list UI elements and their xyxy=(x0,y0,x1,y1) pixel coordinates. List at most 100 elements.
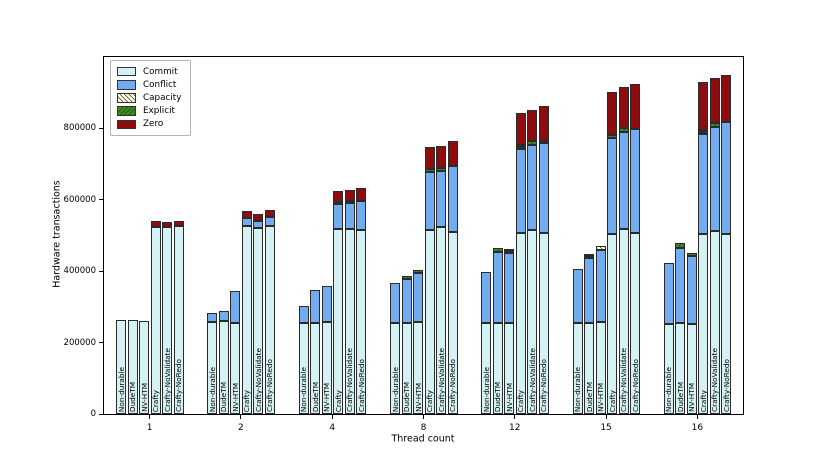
bar: DudeTM xyxy=(584,57,595,414)
bar-segment-zero xyxy=(150,221,161,227)
x-tick-label: 1 xyxy=(146,423,153,433)
bar-label: Crafty xyxy=(242,389,252,412)
bar-segment-conflict xyxy=(253,220,264,228)
bar-segment-explicit xyxy=(698,130,709,133)
bar-group: Non-durable DudeTM NV-HTM Crafty Crafty-NoVa… xyxy=(572,57,641,414)
legend-label: Explicit xyxy=(143,106,175,117)
bar-label: Crafty-NoValidate xyxy=(527,347,537,412)
bar-label: Crafty xyxy=(516,389,526,412)
bar-segment-commit xyxy=(607,234,618,414)
bar-segment-explicit xyxy=(344,200,355,203)
bar: Crafty xyxy=(333,57,344,414)
bar-segment-conflict xyxy=(436,171,446,228)
bar-label: NV-HTM xyxy=(413,383,423,412)
bar-label: Non-durable xyxy=(573,366,583,412)
bar-segment-zero xyxy=(424,147,435,169)
bar-label: Non-durable xyxy=(390,366,400,412)
bar-segment-commit xyxy=(413,321,423,414)
bar-label: Crafty xyxy=(698,389,708,412)
bar-segment-commit xyxy=(333,229,344,414)
bar-segment-commit xyxy=(515,233,526,414)
bar: Non-durable xyxy=(572,57,583,414)
bar-label: Crafty-NoValidate xyxy=(436,347,446,412)
bar-segment-explicit xyxy=(584,253,595,256)
bar: Crafty-NoRedo xyxy=(538,57,549,414)
bar-segment-conflict xyxy=(207,313,218,322)
bar-segment-explicit xyxy=(607,134,618,139)
y-tick-label: 600000 xyxy=(63,194,96,205)
x-tick xyxy=(423,415,424,419)
bar-label: NV-HTM xyxy=(139,383,149,412)
bar: Non-durable xyxy=(298,57,309,414)
bar-segment-commit xyxy=(116,320,127,414)
bar-segment-capacity xyxy=(515,146,526,149)
bar: NV-HTM xyxy=(595,57,606,414)
bar-segment-explicit xyxy=(436,168,446,172)
bar-segment-zero xyxy=(721,74,732,122)
bar-segment-conflict xyxy=(447,166,458,232)
bar-segment-conflict xyxy=(310,290,321,324)
bar-segment-commit xyxy=(584,322,595,414)
bar: Crafty-NoValidate xyxy=(527,57,538,414)
x-tick xyxy=(605,415,607,419)
bar-segment-commit xyxy=(492,322,503,414)
legend: Commit Conflict Capacity Explicit Zero xyxy=(110,60,192,136)
x-tick xyxy=(331,415,333,419)
bar-segment-explicit xyxy=(413,270,423,273)
bar: Crafty-NoValidate xyxy=(618,57,629,414)
bar: Crafty-NoRedo xyxy=(630,57,641,414)
bar-segment-conflict xyxy=(618,131,629,229)
bar-segment-conflict xyxy=(356,200,367,231)
bar-segment-conflict xyxy=(218,311,229,322)
bar-segment-zero xyxy=(173,220,184,227)
bar-segment-zero xyxy=(630,83,641,129)
bar-segment-zero xyxy=(356,187,367,201)
bar-label: DudeTM xyxy=(219,381,229,412)
bar-label: DudeTM xyxy=(310,381,320,412)
bar-segment-capacity xyxy=(504,251,515,254)
bar-group: Non-durable DudeTM NV-HTM Crafty Crafty-NoVa… xyxy=(663,57,732,414)
x-tick-label: 2 xyxy=(238,423,244,433)
bar-segment-commit xyxy=(527,229,538,414)
bar-segment-conflict xyxy=(492,251,503,323)
bar-segment-conflict xyxy=(538,143,549,234)
bar-label: Crafty-NoValidate xyxy=(345,347,355,412)
legend-item: Capacity xyxy=(117,91,181,104)
bar-segment-commit xyxy=(310,323,321,414)
bar-segment-commit xyxy=(447,231,458,414)
bar-label: NV-HTM xyxy=(596,383,606,412)
bar-label: Crafty-NoValidate xyxy=(619,347,629,412)
bar-segment-commit xyxy=(230,322,241,414)
bar-segment-conflict xyxy=(686,256,697,325)
bar-label: Crafty-NoRedo xyxy=(356,359,366,412)
bar-label: NV-HTM xyxy=(504,383,514,412)
bar: Non-durable xyxy=(116,57,127,414)
bar-label: Crafty-NoRedo xyxy=(630,359,640,412)
bar-group: Non-durable DudeTM NV-HTM Crafty Crafty-NoVa… xyxy=(390,57,458,414)
bar: DudeTM xyxy=(310,57,321,414)
bar-label: Crafty-NoRedo xyxy=(539,359,549,412)
bar-label: Non-durable xyxy=(481,366,491,412)
bar-label: Non-durable xyxy=(207,366,217,412)
bar-segment-zero xyxy=(447,141,458,167)
legend-label: Zero xyxy=(143,119,164,130)
bar-segment-conflict xyxy=(572,269,583,323)
bar-segment-commit xyxy=(436,227,446,414)
bar-segment-zero xyxy=(538,106,549,142)
y-tick xyxy=(99,342,103,344)
bar-segment-zero xyxy=(162,221,173,227)
bar-segment-capacity xyxy=(595,246,606,250)
bar: DudeTM xyxy=(218,57,229,414)
bar: Crafty xyxy=(241,57,252,414)
bar-group: Non-durable DudeTM NV-HTM Crafty Crafty-NoVa… xyxy=(298,57,367,414)
y-tick xyxy=(99,413,103,415)
bar-label: DudeTM xyxy=(493,381,503,412)
bar-segment-zero xyxy=(607,92,618,135)
bar: Crafty xyxy=(515,57,526,414)
bar-segment-commit xyxy=(424,229,435,414)
bar-group: Non-durable DudeTM NV-HTM Crafty Crafty-NoVa… xyxy=(207,57,275,414)
legend-label: Commit xyxy=(143,66,178,77)
x-tick-label: 12 xyxy=(509,423,521,433)
bar-label: Crafty-NoRedo xyxy=(448,359,457,412)
